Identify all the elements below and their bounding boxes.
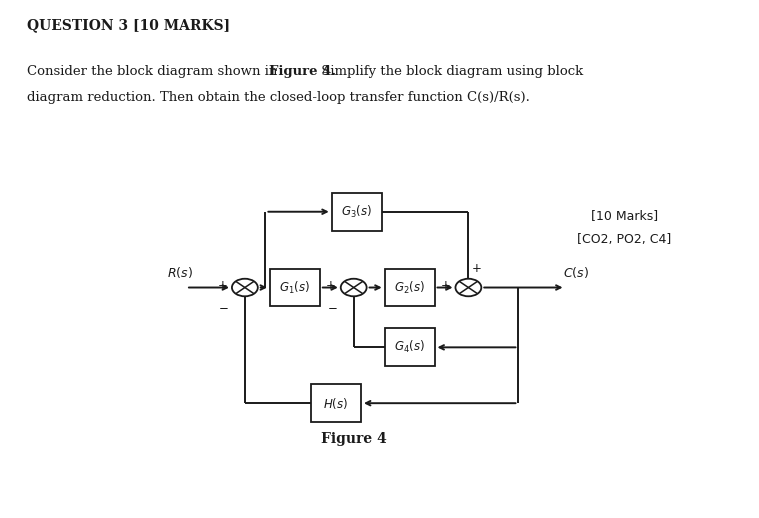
Text: $C(s)$: $C(s)$ bbox=[563, 265, 589, 280]
Text: Figure 4: Figure 4 bbox=[321, 432, 386, 446]
Text: QUESTION 3 [10 MARKS]: QUESTION 3 [10 MARKS] bbox=[27, 18, 230, 32]
FancyBboxPatch shape bbox=[385, 328, 435, 366]
Text: Consider the block diagram shown in: Consider the block diagram shown in bbox=[27, 65, 281, 78]
Text: [10 Marks]: [10 Marks] bbox=[591, 209, 658, 222]
Text: diagram reduction. Then obtain the closed-loop transfer function C(s)/R(s).: diagram reduction. Then obtain the close… bbox=[27, 91, 530, 104]
Text: Simplify the block diagram using block: Simplify the block diagram using block bbox=[317, 65, 584, 78]
Text: $R(s)$: $R(s)$ bbox=[167, 265, 193, 280]
Text: +: + bbox=[217, 279, 227, 292]
Circle shape bbox=[455, 279, 481, 296]
FancyBboxPatch shape bbox=[332, 193, 382, 231]
Text: $G_3(s)$: $G_3(s)$ bbox=[341, 204, 372, 220]
Text: $-$: $-$ bbox=[219, 300, 229, 313]
Text: Figure 4.: Figure 4. bbox=[269, 65, 336, 78]
Circle shape bbox=[232, 279, 258, 296]
Text: +: + bbox=[326, 279, 336, 292]
FancyBboxPatch shape bbox=[385, 268, 435, 307]
Text: +: + bbox=[471, 262, 481, 275]
Text: $G_2(s)$: $G_2(s)$ bbox=[394, 280, 425, 296]
Text: $G_4(s)$: $G_4(s)$ bbox=[394, 339, 425, 355]
Text: $H(s)$: $H(s)$ bbox=[323, 396, 348, 411]
Text: $G_1(s)$: $G_1(s)$ bbox=[279, 280, 310, 296]
Circle shape bbox=[341, 279, 367, 296]
Text: +: + bbox=[441, 279, 451, 292]
Text: [CO2, PO2, C4]: [CO2, PO2, C4] bbox=[577, 233, 672, 246]
Text: $-$: $-$ bbox=[327, 300, 338, 313]
FancyBboxPatch shape bbox=[311, 384, 361, 422]
FancyBboxPatch shape bbox=[270, 268, 320, 307]
